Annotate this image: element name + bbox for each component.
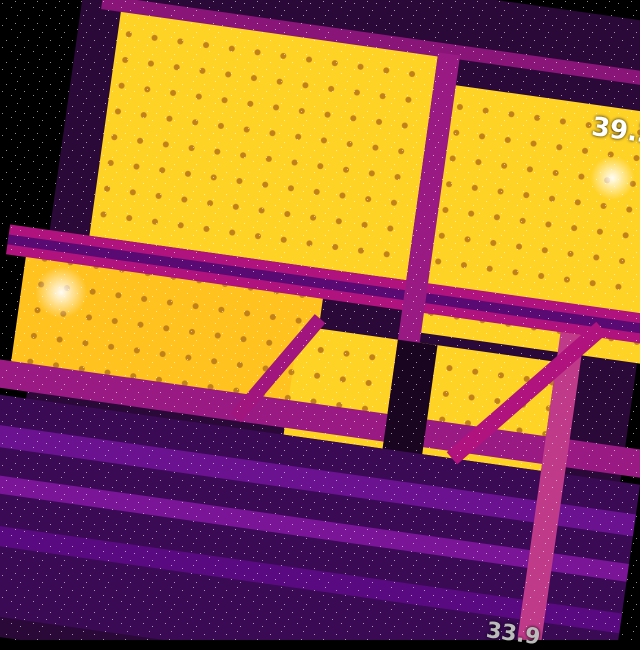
thermal-image [0,0,640,640]
noise-overlay [0,0,640,640]
